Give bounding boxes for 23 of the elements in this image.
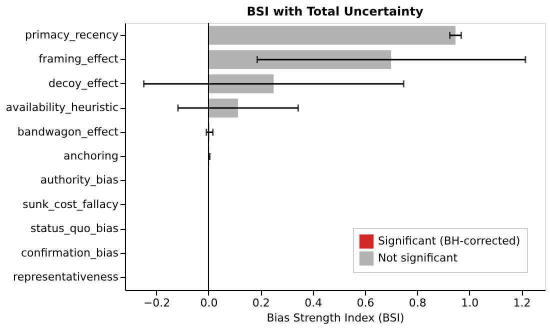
x-tick-label: −0.2 — [143, 296, 170, 310]
y-tick-label: confirmation_bias — [20, 246, 119, 260]
x-tick-label: 0.4 — [304, 296, 322, 310]
chart-title: BSI with Total Uncertainty — [246, 4, 424, 18]
y-tick-label: sunk_cost_fallacy — [22, 198, 119, 211]
y-tick-label: authority_bias — [40, 174, 119, 187]
y-tick-label: availability_heuristic — [6, 101, 118, 114]
y-tick-label: bandwagon_effect — [17, 125, 120, 138]
y-tick-label: primacy_recency — [25, 28, 119, 42]
x-tick-label: 0.0 — [200, 296, 218, 310]
y-tick-label: decoy_effect — [48, 76, 120, 90]
x-tick-label: 0.2 — [252, 296, 270, 310]
x-tick-label: 0.8 — [408, 296, 426, 310]
x-axis-title: Bias Strength Index (BSI) — [266, 312, 404, 324]
y-tick-label: framing_effect — [38, 52, 120, 66]
legend-label: Not significant — [378, 252, 458, 264]
x-tick-label: 1.0 — [461, 296, 479, 310]
y-tick-label: anchoring — [64, 150, 118, 162]
x-tick-label: 1.2 — [513, 296, 531, 310]
y-tick-label: status_quo_bias — [30, 222, 119, 236]
x-tick-label: 0.6 — [356, 296, 374, 310]
y-tick-label: representativeness — [13, 270, 119, 284]
legend-label: Significant (BH-corrected) — [378, 234, 520, 248]
